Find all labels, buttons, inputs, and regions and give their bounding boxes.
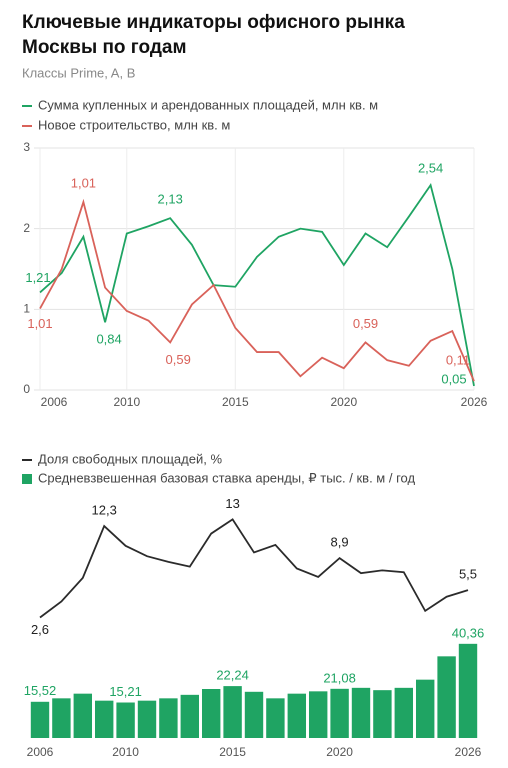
- value-label: 13: [225, 496, 239, 511]
- legend-label: Сумма купленных и арендованных площадей,…: [38, 97, 378, 112]
- value-label: 0,59: [353, 316, 378, 331]
- bar: [73, 693, 93, 738]
- bar: [159, 698, 178, 738]
- annotation: 1,01: [71, 175, 96, 190]
- bar: [373, 690, 392, 738]
- bar: [287, 693, 307, 738]
- value-label: 15,21: [109, 684, 142, 699]
- chart-title-line1: Ключевые индикаторы офисного рынка: [22, 12, 405, 33]
- value-label: 22,24: [216, 668, 249, 683]
- x-tick-label: 2020: [330, 395, 357, 409]
- x-tick-label: 2006: [27, 745, 54, 759]
- bar: [458, 643, 478, 738]
- bar: [351, 687, 371, 738]
- bar: [52, 698, 71, 738]
- bar: [201, 689, 221, 738]
- y-tick-label: 1: [23, 302, 30, 316]
- bar: [437, 656, 456, 738]
- x-tick-label: 2015: [222, 395, 249, 409]
- value-label: 15,52: [24, 683, 57, 698]
- bar: [94, 700, 114, 738]
- x-tick-label: 2010: [113, 395, 140, 409]
- value-label: 5,5: [459, 567, 477, 582]
- x-tick-label: 2006: [41, 395, 68, 409]
- value-label: 1,01: [27, 316, 52, 331]
- value-label: 8,9: [331, 535, 349, 550]
- value-label: 12,3: [92, 502, 117, 517]
- legend-swatch: [22, 474, 32, 484]
- bar: [266, 698, 285, 738]
- y-tick-label: 3: [23, 140, 30, 154]
- y-tick-label: 0: [23, 382, 30, 396]
- y-tick-label: 2: [23, 221, 30, 235]
- subtitle: Классы Prime, A, B: [22, 65, 135, 80]
- value-label: 1,21: [25, 270, 50, 285]
- bar: [223, 686, 242, 738]
- bar: [330, 688, 349, 738]
- bar: [116, 702, 135, 738]
- bar: [415, 679, 435, 738]
- value-label: 0,59: [166, 352, 191, 367]
- x-tick-label: 2015: [219, 745, 246, 759]
- bar: [30, 701, 50, 738]
- x-tick-label: 2020: [326, 745, 353, 759]
- value-label: 2,6: [31, 622, 49, 637]
- chart-title-line2: Москвы по годам: [22, 37, 187, 58]
- bar: [394, 687, 414, 738]
- value-label: 2,13: [158, 192, 183, 207]
- series-line: [39, 198, 475, 382]
- value-label: 21,08: [323, 670, 356, 685]
- bar: [308, 691, 328, 738]
- bar: [180, 694, 200, 738]
- legend-label: Новое строительство, млн кв. м: [38, 117, 230, 132]
- value-label: 2,54: [418, 161, 443, 176]
- legend-label: Доля свободных площадей, %: [38, 451, 222, 466]
- series-line: [39, 182, 475, 387]
- bar: [137, 700, 157, 738]
- series-line: [39, 518, 469, 619]
- legend-label: Средневзвешенная базовая ставка аренды, …: [38, 470, 415, 485]
- x-tick-label: 2026: [461, 395, 488, 409]
- x-tick-label: 2010: [112, 745, 139, 759]
- value-label: 0,11: [446, 353, 470, 368]
- value-label: 0,05: [441, 371, 466, 386]
- x-tick-label: 2026: [455, 745, 482, 759]
- value-label: 0,84: [96, 332, 121, 347]
- bar: [244, 691, 264, 738]
- value-label: 40,36: [452, 625, 485, 640]
